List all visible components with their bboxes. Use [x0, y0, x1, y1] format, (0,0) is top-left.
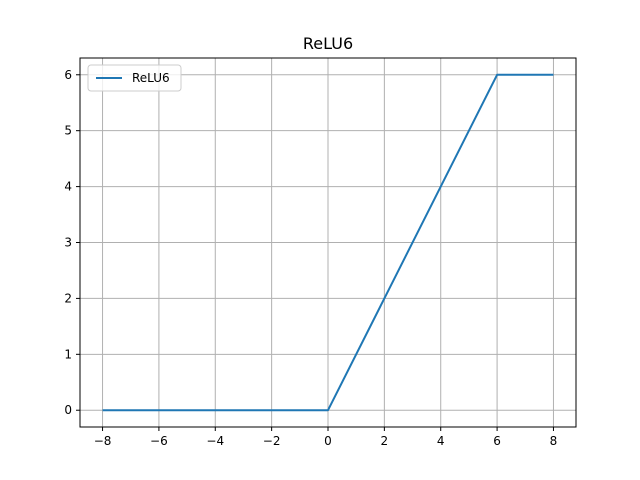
x-tick-label: 0 — [324, 434, 332, 448]
series-line-relu6 — [102, 73, 554, 412]
x-tick-label: −8 — [94, 434, 112, 448]
x-axis: −8 −6 −4 −2 0 2 4 6 8 — [94, 427, 558, 448]
x-tick-label: 8 — [550, 434, 558, 448]
x-tick-label: −2 — [263, 434, 281, 448]
legend: ReLU6 — [87, 64, 182, 92]
grid-lines — [80, 58, 576, 427]
y-tick-label: 3 — [64, 236, 72, 250]
y-tick-label: 0 — [64, 403, 72, 417]
y-tick-label: 4 — [64, 180, 72, 194]
x-tick-label: −4 — [206, 434, 224, 448]
legend-box — [87, 64, 182, 92]
chart-title: ReLU6 — [303, 34, 353, 53]
x-tick-label: 4 — [437, 434, 445, 448]
y-tick-label: 5 — [64, 124, 72, 138]
x-tick-label: 2 — [381, 434, 389, 448]
legend-label: ReLU6 — [132, 71, 170, 85]
y-tick-label: 2 — [64, 291, 72, 305]
x-tick-label: 6 — [493, 434, 501, 448]
y-axis: 0 1 2 3 4 5 6 — [64, 68, 80, 417]
y-tick-label: 1 — [64, 347, 72, 361]
x-tick-label: −6 — [150, 434, 168, 448]
series-layer — [102, 73, 554, 412]
y-tick-label: 6 — [64, 68, 72, 82]
